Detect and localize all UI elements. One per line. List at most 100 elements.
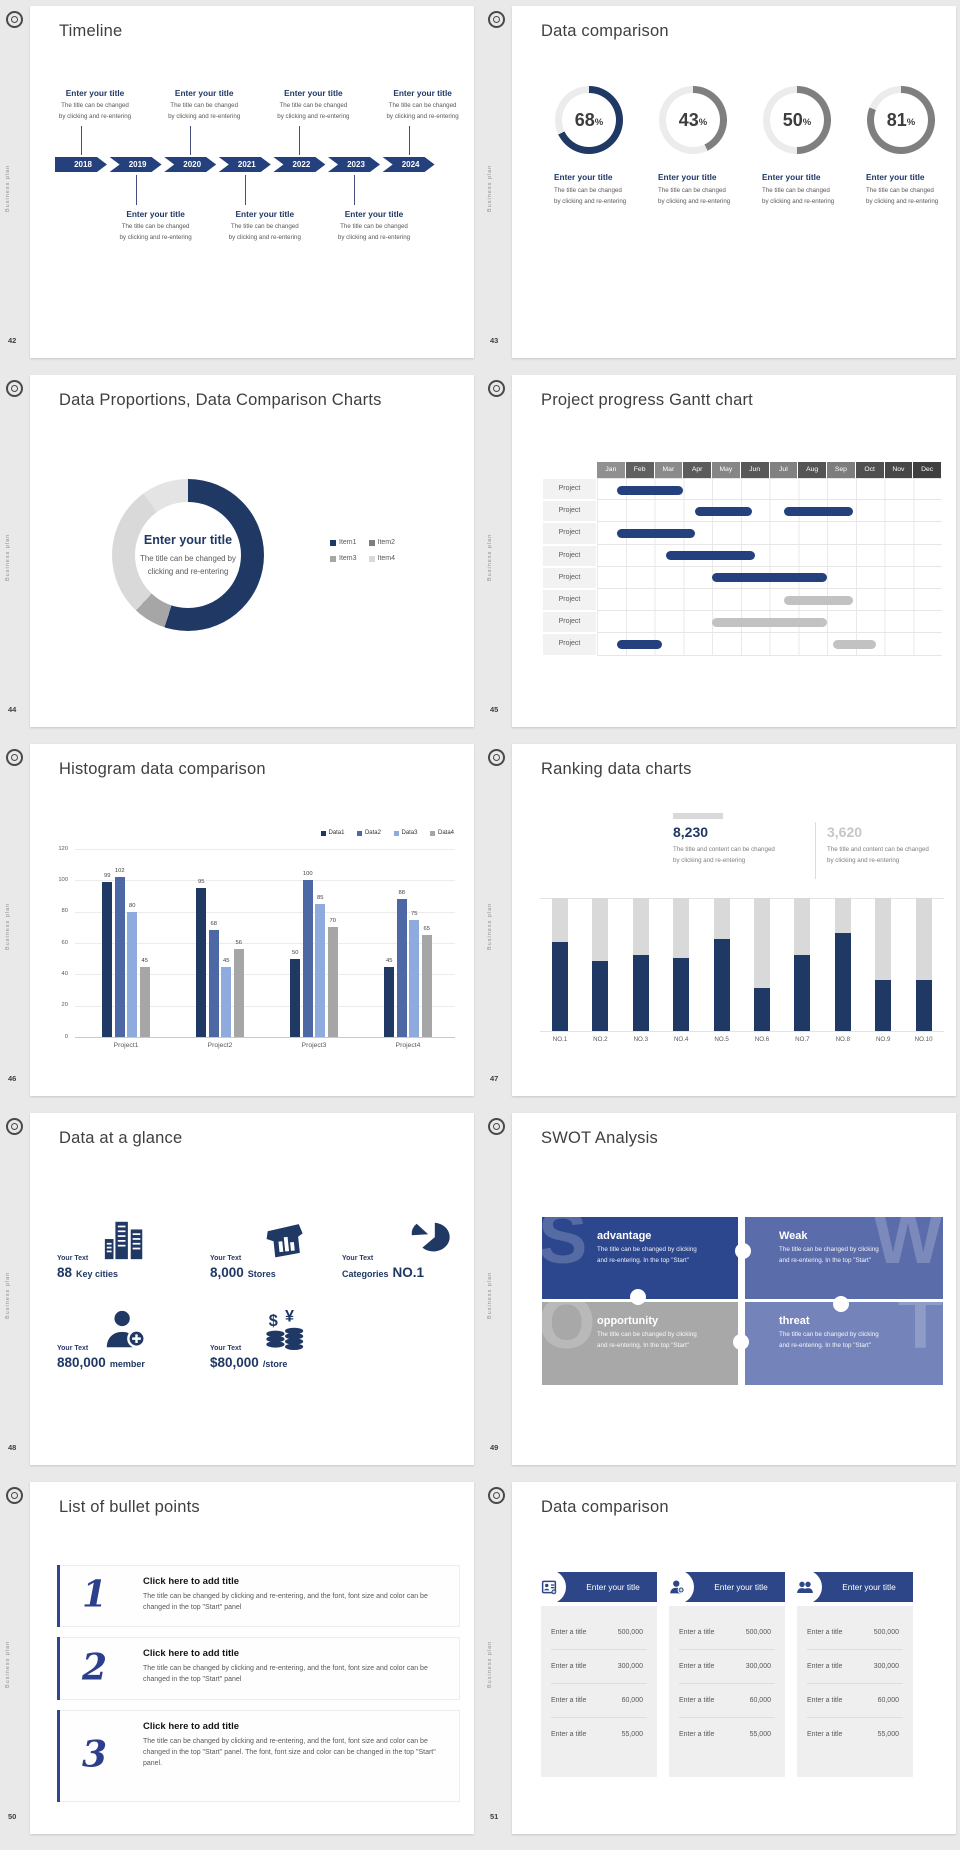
card-row-value: 500,000 [873,1629,899,1636]
ranking-bar[interactable] [713,939,730,1031]
gantt-bar[interactable] [783,595,853,605]
card-row: Enter a title 300,000 [807,1650,903,1684]
slide-thumbnail-50[interactable]: List of bullet points 1 Click here to add … [30,1482,474,1834]
slide-side-label: Business plan [5,1271,11,1319]
ranking-bar[interactable] [875,980,892,1031]
card-row-value: 60,000 [749,1697,771,1704]
bullet-item: 2 Click here to add title The title can be… [57,1637,460,1700]
slide-thumbnail-43[interactable]: Data comparison 68% Enter your title The ti… [512,6,956,358]
slide-thumbnail-51[interactable]: Data comparison Enter your title Enter a t… [512,1482,956,1834]
ranking-bar[interactable] [794,955,811,1031]
card-body: Enter a title 500,000 Enter a title 300,000… [541,1606,657,1777]
timeline-entry-body-line: The title can be changed [61,102,129,109]
gantt-row-label: Project [543,545,596,566]
card-row-value: 60,000 [621,1697,643,1704]
slide-thumbnail-44[interactable]: Data Proportions, Data Comparison Charts… [30,375,474,727]
card-row: Enter a title 300,000 [679,1650,775,1684]
ranking-bar[interactable] [592,960,609,1031]
legend-row: Item1 Item2 [330,539,395,546]
slide-marker-icon [488,11,505,28]
bar[interactable] [127,911,138,1037]
slide-number: 48 [8,1443,17,1452]
gridline [75,849,455,850]
ranking-bar[interactable] [673,957,690,1031]
gantt-bar[interactable] [617,528,695,538]
y-tick-label: 120 [58,845,68,852]
ranking-category-label: NO.7 [795,1036,810,1043]
ring-caption-line: The title can be changed [658,187,726,194]
bar[interactable] [409,919,420,1037]
stat-item-value: 8,000 [210,1265,244,1280]
slide-thumbnail-46[interactable]: Histogram data comparison 0 20 40 60 80 100 120… [30,744,474,1096]
bar[interactable] [315,903,326,1037]
gantt-bar[interactable] [666,551,756,561]
legend-marker [357,830,363,836]
slide-thumbnail-48[interactable]: Data at a glance Your Text 88 Key cities You… [30,1113,474,1465]
stat-item-unit: member [109,1359,145,1369]
gantt-row-grid [597,500,942,523]
progress-ring: 50% [763,86,831,154]
slide-thumbnail-47[interactable]: Ranking data charts 8,230 The title and co… [512,744,956,1096]
slide-marker-inner-ring [11,16,18,23]
x-axis-line [75,1037,455,1038]
timeline-entry-body-line: The title can be changed [388,102,457,109]
bar[interactable] [102,881,113,1037]
slide-thumbnail-42[interactable]: Timeline 2018 2019 2020 2021 2022 2023 2024 Ente… [30,6,474,358]
progress-ring: 81% [867,86,935,154]
bar[interactable] [114,877,125,1037]
bar[interactable] [221,966,232,1037]
bar[interactable] [327,927,338,1037]
legend-item: Data4 [430,830,454,836]
gantt-bar[interactable] [617,485,684,495]
slide-title: Ranking data charts [541,760,692,778]
percent-sign: % [698,117,708,128]
timeline-entry-title: Enter your title [174,88,234,98]
stat-item: Your Text 8,000 Stores [210,1217,350,1289]
gantt-month-header: Feb [625,462,654,478]
slide-marker-inner-ring [493,1492,500,1499]
card-icon-circle [790,1572,820,1602]
stat-item-value: NO.1 [392,1265,425,1280]
ring-caption-line: by clicking and re-entering [762,197,835,205]
gantt-bar[interactable] [783,506,853,516]
bar[interactable] [384,966,395,1037]
stat-body-line: by clicking and re-entering [827,857,900,864]
slide-marker-inner-ring [11,385,18,392]
timeline-year-chevron: 2021 [218,157,271,172]
gantt-bar[interactable] [712,573,827,583]
slide-marker-icon [488,380,505,397]
legend-item: Item2 [368,539,395,546]
gantt-bar[interactable] [617,639,662,649]
bar[interactable] [233,949,244,1037]
gantt-bar[interactable] [832,639,876,649]
bar[interactable] [421,935,432,1037]
gantt-row-grid [597,478,942,501]
ranking-bar[interactable] [834,932,851,1031]
ranking-bar[interactable] [552,941,568,1031]
bar[interactable] [139,966,150,1037]
bar[interactable] [396,899,407,1037]
bar[interactable] [302,880,313,1037]
bar[interactable] [196,888,207,1037]
bar[interactable] [208,930,219,1037]
ranking-track [754,898,770,1031]
gantt-bar[interactable] [712,617,827,627]
ranking-category-label: NO.6 [754,1036,770,1043]
ranking-bar[interactable] [754,988,770,1031]
slide-number: 42 [8,336,17,345]
slide-thumbnail-45[interactable]: Project progress Gantt chart Jan Feb Mar Apr… [512,375,956,727]
gantt-bar[interactable] [694,506,753,516]
timeline-connector-line [299,126,301,155]
swot-piece-body-line: The title can be changed by clicking [597,1246,697,1253]
ranking-bar[interactable] [915,980,932,1031]
bullet-number: 1 [82,1573,108,1616]
bullet-body: The title can be changed by clicking and… [143,1738,436,1767]
ranking-bar[interactable] [632,955,649,1031]
slide-title: Histogram data comparison [59,760,266,778]
timeline-entry-title: Enter your title [235,209,295,219]
swot-piece-title: Weak [779,1230,808,1242]
bar[interactable] [290,958,301,1037]
gantt-month-header: Dec [913,462,941,478]
timeline-entry-body-line: by clicking and re-entering [228,233,301,241]
